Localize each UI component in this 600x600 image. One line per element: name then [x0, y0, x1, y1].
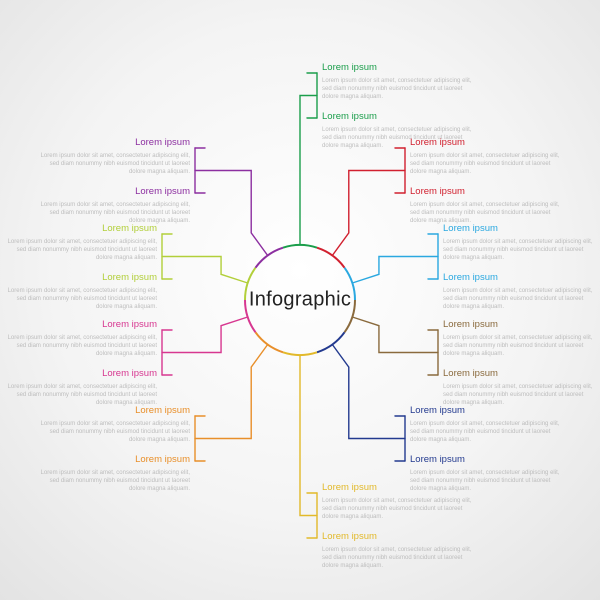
spoke-8-block: Lorem ipsum Lorem ipsum dolor sit amet, c…	[2, 319, 157, 407]
spoke-5-block: Lorem ipsum Lorem ipsum dolor sit amet, c…	[410, 405, 565, 493]
spoke-8-body: Lorem ipsum dolor sit amet, consectetuer…	[2, 334, 157, 358]
spoke-6-body: Lorem ipsum dolor sit amet, consectetuer…	[322, 497, 477, 521]
spoke-7-subbody: Lorem ipsum dolor sit amet, consectetuer…	[35, 469, 190, 493]
spoke-4-subtitle: Lorem ipsum	[443, 368, 598, 381]
spoke-6-block: Lorem ipsum Lorem ipsum dolor sit amet, c…	[322, 482, 477, 570]
spoke-7-body: Lorem ipsum dolor sit amet, consectetuer…	[35, 420, 190, 444]
spoke-9-subtitle: Lorem ipsum	[2, 272, 157, 285]
spoke-4-block: Lorem ipsum Lorem ipsum dolor sit amet, c…	[443, 319, 598, 407]
spoke-3-subtitle: Lorem ipsum	[443, 272, 598, 285]
spoke-3-subbody: Lorem ipsum dolor sit amet, consectetuer…	[443, 287, 598, 311]
spoke-8-subbody: Lorem ipsum dolor sit amet, consectetuer…	[2, 383, 157, 407]
spoke-10-block: Lorem ipsum Lorem ipsum dolor sit amet, c…	[35, 137, 190, 225]
spoke-9-subbody: Lorem ipsum dolor sit amet, consectetuer…	[2, 287, 157, 311]
spoke-4-subbody: Lorem ipsum dolor sit amet, consectetuer…	[443, 383, 598, 407]
spoke-10-title: Lorem ipsum	[35, 137, 190, 150]
spoke-2-block: Lorem ipsum Lorem ipsum dolor sit amet, c…	[410, 137, 565, 225]
spoke-2-subbody: Lorem ipsum dolor sit amet, consectetuer…	[410, 201, 565, 225]
spoke-7-subtitle: Lorem ipsum	[35, 454, 190, 467]
spoke-3-block: Lorem ipsum Lorem ipsum dolor sit amet, c…	[443, 223, 598, 311]
spoke-2-title: Lorem ipsum	[410, 137, 565, 150]
center-label: Infographic	[249, 289, 351, 312]
spoke-3-body: Lorem ipsum dolor sit amet, consectetuer…	[443, 238, 598, 262]
spoke-4-title: Lorem ipsum	[443, 319, 598, 332]
infographic-stage: { "center": { "label": "Infographic", "f…	[0, 0, 600, 600]
spoke-6-subtitle: Lorem ipsum	[322, 531, 477, 544]
spoke-7-block: Lorem ipsum Lorem ipsum dolor sit amet, c…	[35, 405, 190, 493]
spoke-1-subtitle: Lorem ipsum	[322, 111, 477, 124]
spoke-5-subtitle: Lorem ipsum	[410, 454, 565, 467]
spoke-10-subbody: Lorem ipsum dolor sit amet, consectetuer…	[35, 201, 190, 225]
spoke-10-subtitle: Lorem ipsum	[35, 186, 190, 199]
spoke-4-body: Lorem ipsum dolor sit amet, consectetuer…	[443, 334, 598, 358]
spoke-1-title: Lorem ipsum	[322, 62, 477, 75]
spoke-2-body: Lorem ipsum dolor sit amet, consectetuer…	[410, 152, 565, 176]
spoke-9-block: Lorem ipsum Lorem ipsum dolor sit amet, c…	[2, 223, 157, 311]
spoke-9-body: Lorem ipsum dolor sit amet, consectetuer…	[2, 238, 157, 262]
spoke-6-subbody: Lorem ipsum dolor sit amet, consectetuer…	[322, 546, 477, 570]
spoke-6-title: Lorem ipsum	[322, 482, 477, 495]
spoke-8-title: Lorem ipsum	[2, 319, 157, 332]
spoke-2-subtitle: Lorem ipsum	[410, 186, 565, 199]
spoke-1-body: Lorem ipsum dolor sit amet, consectetuer…	[322, 77, 477, 101]
spoke-5-body: Lorem ipsum dolor sit amet, consectetuer…	[410, 420, 565, 444]
spoke-10-body: Lorem ipsum dolor sit amet, consectetuer…	[35, 152, 190, 176]
spoke-8-subtitle: Lorem ipsum	[2, 368, 157, 381]
spoke-5-title: Lorem ipsum	[410, 405, 565, 418]
spoke-3-title: Lorem ipsum	[443, 223, 598, 236]
